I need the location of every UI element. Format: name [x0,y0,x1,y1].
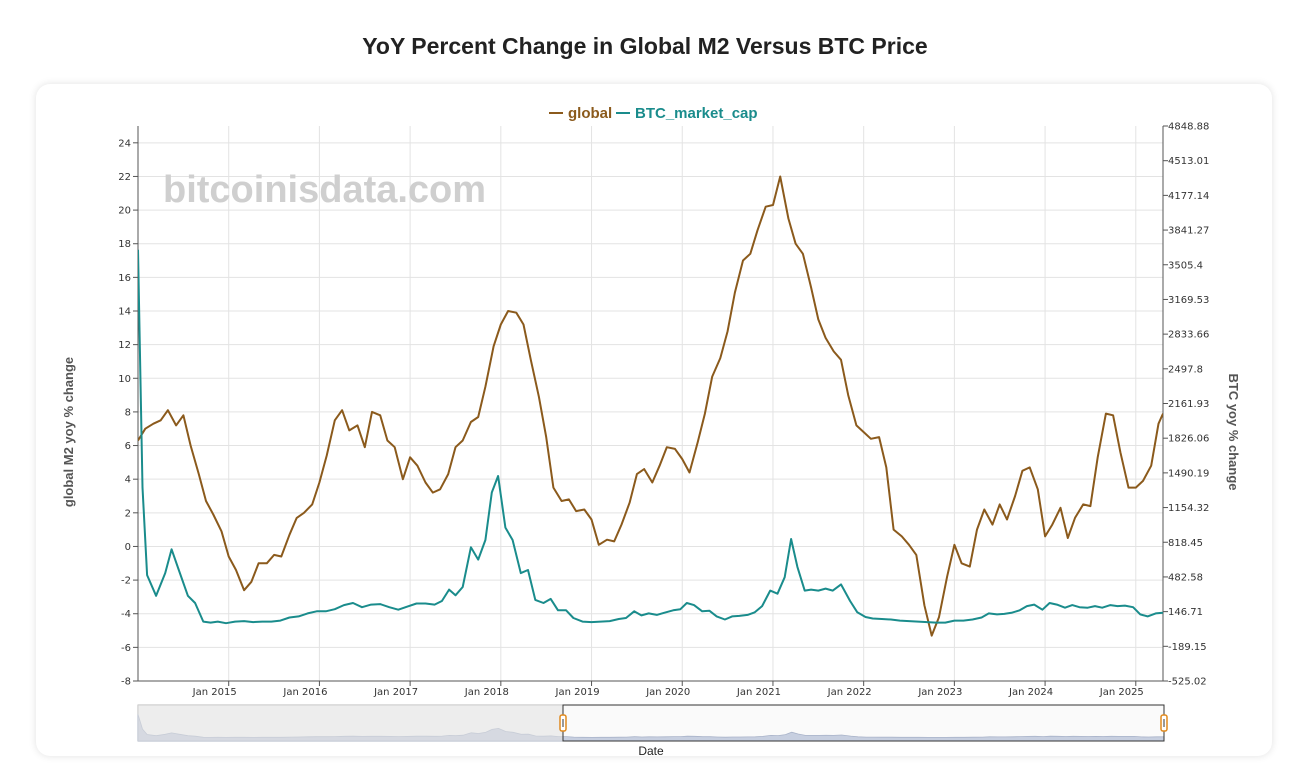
y-right-tick-label: 1826.06 [1168,434,1209,445]
y-right-tick-label: 4513.01 [1168,156,1209,167]
y-right-tick-label: 2161.93 [1168,399,1209,410]
x-tick-label: Jan 2022 [827,687,872,698]
legend-label-global: global [568,105,612,122]
range-slider-mask [138,705,563,741]
y-left-tick-label: 6 [125,441,131,452]
y-left-tick-label: 12 [118,340,131,351]
y-left-tick-label: 8 [125,407,131,418]
y-left-tick-label: -2 [121,576,131,587]
y-left-tick-label: 20 [118,206,131,217]
y-left-tick-label: 14 [118,307,131,318]
y-right-tick-label: 2833.66 [1168,330,1209,341]
x-tick-label: Jan 2018 [464,687,509,698]
chart-card [36,84,1272,756]
chart-title: YoY Percent Change in Global M2 Versus B… [362,33,928,59]
x-tick-label: Jan 2021 [736,687,781,698]
series-line-BTC_market_cap [138,249,1163,625]
y-right-tick-label: 3841.27 [1168,226,1209,237]
watermark-text: bitcoinisdata.com [163,169,486,211]
x-tick-label: Jan 2019 [555,687,600,698]
y-left-tick-label: 10 [118,374,131,385]
y-right-tick-label: 3505.4 [1168,260,1203,271]
y-right-tick-label: 2497.8 [1168,364,1203,375]
y-left-tick-label: 4 [125,475,131,486]
x-tick-label: Jan 2015 [192,687,237,698]
x-axis-label: Date [638,744,664,758]
y-right-tick-label: 1490.19 [1168,468,1209,479]
y-right-tick-label: 146.71 [1168,607,1203,618]
y-left-tick-label: -4 [121,609,131,620]
legend-label-BTC_market_cap: BTC_market_cap [635,105,758,122]
y-left-tick-label: 22 [118,172,131,183]
x-tick-label: Jan 2017 [373,687,418,698]
y-right-tick-label: 4848.88 [1168,122,1209,133]
y-left-tick-label: -8 [121,677,131,688]
y-left-tick-label: -6 [121,643,131,654]
x-tick-label: Jan 2016 [282,687,327,698]
x-tick-label: Jan 2025 [1099,687,1144,698]
y-right-tick-label: 1154.32 [1168,503,1209,514]
y-left-tick-label: 24 [118,138,131,149]
y-right-tick-label: -525.02 [1168,677,1207,688]
y-right-tick-label: -189.15 [1168,642,1207,653]
x-tick-label: Jan 2024 [1008,687,1053,698]
x-tick-label: Jan 2023 [917,687,962,698]
y-axis-right-label: BTC yoy % change [1226,373,1241,490]
series-line-global [138,175,1163,637]
y-right-tick-label: 818.45 [1168,538,1203,549]
y-right-tick-label: 482.58 [1168,572,1203,583]
y-right-tick-label: 3169.53 [1168,295,1209,306]
y-left-tick-label: 0 [125,542,131,553]
y-left-tick-label: 18 [118,239,131,250]
y-axis-left-label: global M2 yoy % change [61,357,76,507]
x-tick-label: Jan 2020 [645,687,690,698]
y-right-tick-label: 4177.14 [1168,191,1209,202]
y-left-tick-label: 16 [118,273,131,284]
y-left-tick-label: 2 [125,508,131,519]
